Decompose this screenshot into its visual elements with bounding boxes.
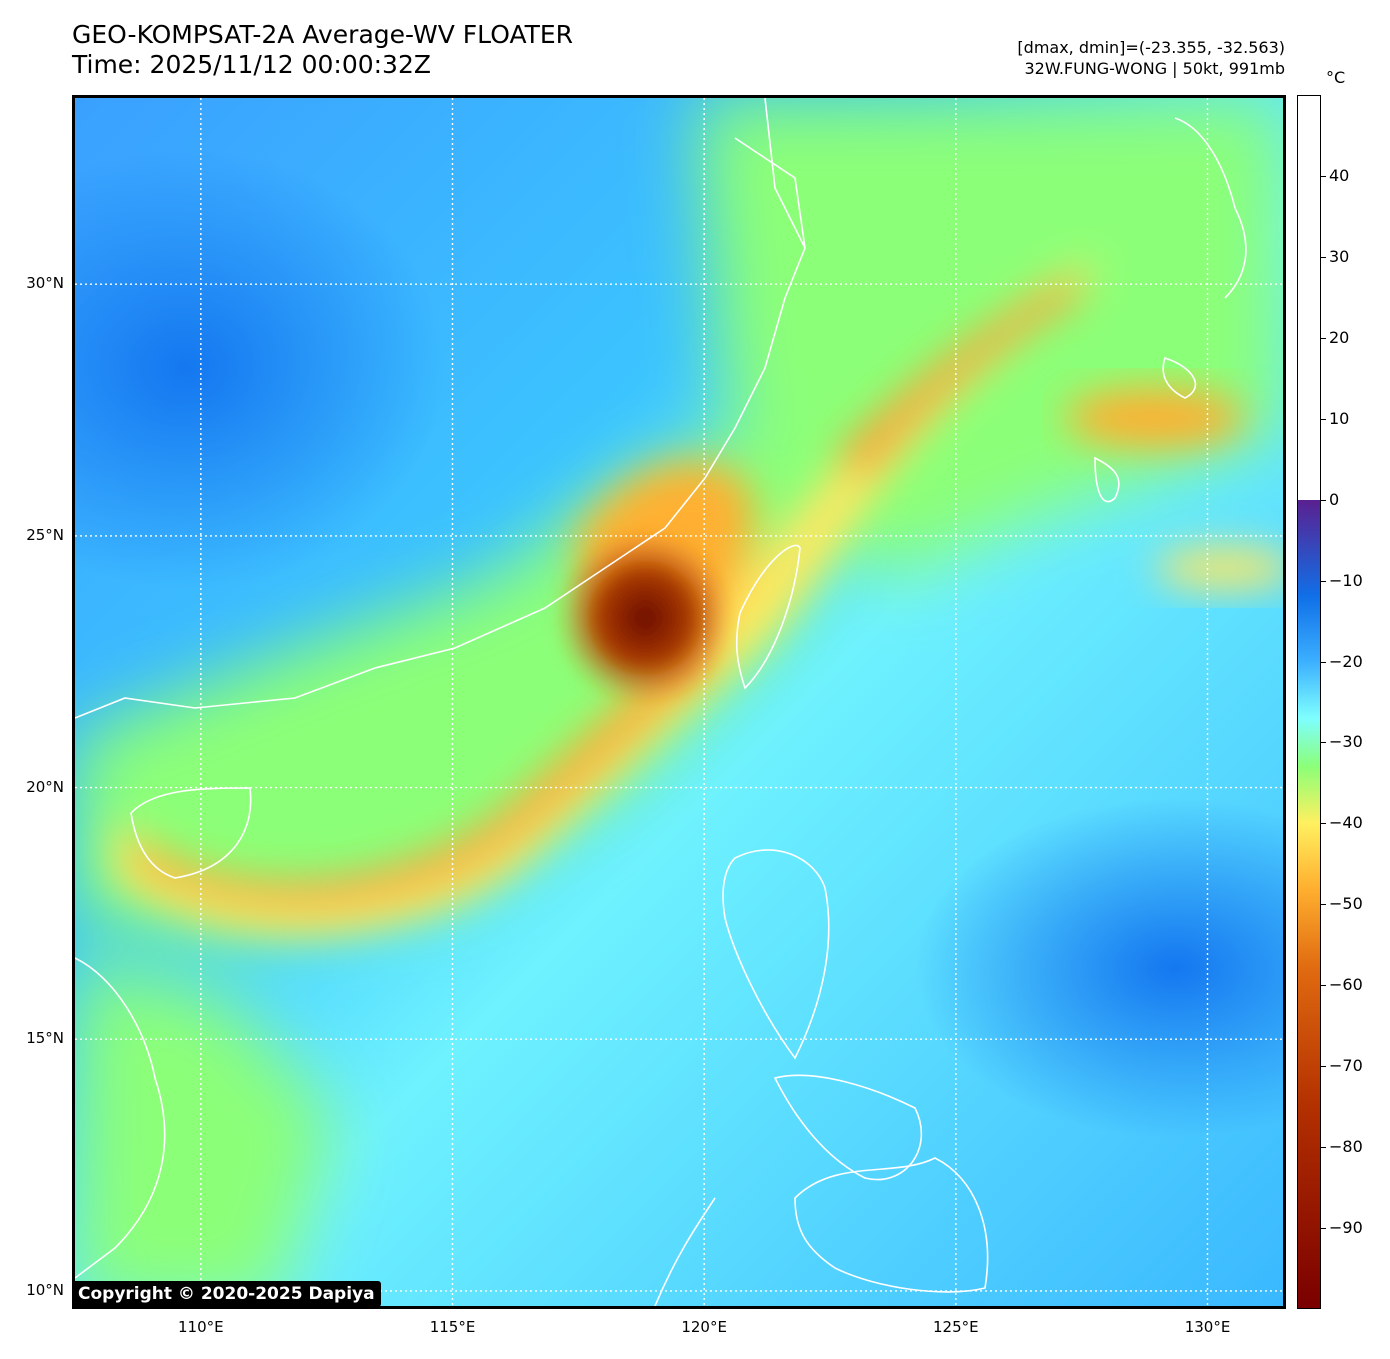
latitude-label: 15°N — [26, 1029, 64, 1048]
copyright-label: Copyright © 2020-2025 Dapiya — [72, 1281, 381, 1307]
latitude-label: 30°N — [26, 274, 64, 293]
colorbar-tick-mark — [1321, 499, 1326, 501]
deep-convection-core — [555, 528, 735, 708]
colorbar — [1297, 95, 1321, 1309]
colorbar-tick-label: −30 — [1329, 732, 1363, 752]
satellite-map[interactable] — [72, 95, 1286, 1309]
colorbar-tick-label: −60 — [1329, 975, 1363, 995]
colorbar-tick-label: 20 — [1329, 327, 1350, 347]
dry-region-southeast — [915, 798, 1283, 1138]
longitude-label: 115°E — [429, 1318, 476, 1336]
longitude-label: 130°E — [1184, 1318, 1231, 1336]
colorbar-tick-mark — [1321, 823, 1326, 825]
colorbar-tick-label: 30 — [1329, 246, 1350, 266]
lat-lon-grid — [75, 98, 1283, 1306]
colorbar-tick-mark — [1321, 1066, 1326, 1068]
coastlines — [75, 98, 1247, 1306]
colorbar-tick-mark — [1321, 580, 1326, 582]
colorbar-tick-label: 40 — [1329, 165, 1350, 185]
colorbar-tick-mark — [1321, 1147, 1326, 1149]
colorbar-tick-label: 0 — [1329, 489, 1340, 509]
map-time: Time: 2025/11/12 00:00:32Z — [72, 50, 431, 79]
colorbar-tick-mark — [1321, 661, 1326, 663]
colorbar-tick-mark — [1321, 337, 1326, 339]
dry-region-northwest — [75, 148, 445, 588]
colorbar-tick-label: −50 — [1329, 894, 1363, 914]
longitude-label: 110°E — [178, 1318, 224, 1336]
colorbar-tick-mark — [1321, 175, 1326, 177]
colorbar-tick-label: −90 — [1329, 1218, 1363, 1238]
longitude-label: 125°E — [933, 1318, 979, 1336]
colorbar-tick-label: 10 — [1329, 408, 1350, 428]
longitude-label: 120°E — [681, 1318, 727, 1336]
colorbar-tick-mark — [1321, 418, 1326, 420]
colorbar-tick-mark — [1321, 256, 1326, 258]
colorbar-tick-mark — [1321, 742, 1326, 744]
dmax-dmin-readout: [dmax, dmin]=(-23.355, -32.563) — [1017, 38, 1285, 57]
map-title: GEO-KOMPSAT-2A Average-WV FLOATER — [72, 20, 574, 49]
latitude-label: 25°N — [26, 525, 64, 544]
colorbar-tick-mark — [1321, 985, 1326, 987]
colorbar-tick-label: −40 — [1329, 813, 1363, 833]
colorbar-unit: °C — [1326, 68, 1346, 87]
colorbar-tick-mark — [1321, 1228, 1326, 1230]
latitude-label: 10°N — [26, 1280, 64, 1299]
storm-info: 32W.FUNG-WONG | 50kt, 991mb — [1024, 59, 1285, 78]
cloud-patch-east — [1065, 388, 1283, 588]
colorbar-tick-label: −10 — [1329, 570, 1363, 590]
wv-imagery — [75, 98, 1283, 1306]
colorbar-tick-mark — [1321, 904, 1326, 906]
colorbar-tick-label: −70 — [1329, 1056, 1363, 1076]
colorbar-tick-label: −80 — [1329, 1137, 1363, 1157]
latitude-label: 20°N — [26, 777, 64, 796]
colorbar-tick-label: −20 — [1329, 651, 1363, 671]
